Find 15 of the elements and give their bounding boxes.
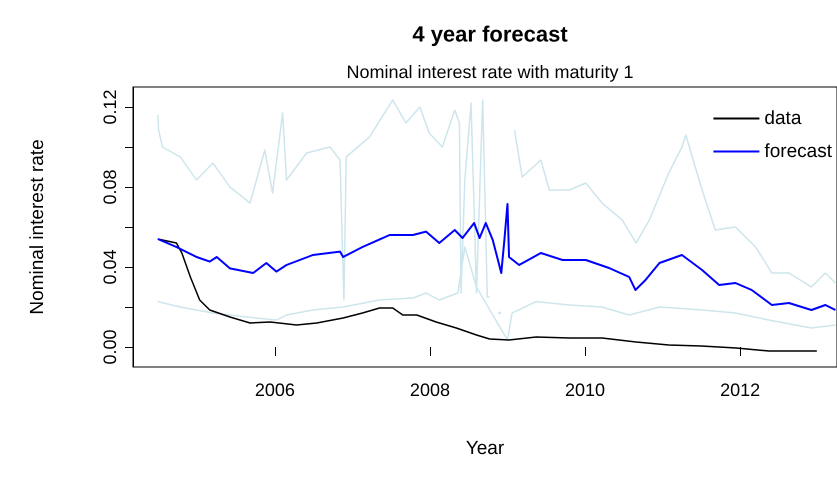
x-tick-label: 2006 — [254, 380, 295, 400]
x-tick-label: 2008 — [410, 380, 450, 400]
y-tick-label: 0.12 — [100, 89, 120, 125]
y-tick-label: 0.00 — [100, 329, 120, 365]
y-axis-title: Nominal interest rate — [27, 139, 48, 315]
x-tick-label: 2010 — [564, 380, 606, 400]
line-series — [156, 203, 836, 311]
y-tick-label: 0.08 — [100, 169, 120, 205]
x-tick-label: 2012 — [720, 380, 760, 400]
chart-subtitle: Nominal interest rate with maturity 1 — [346, 62, 634, 82]
legend-label: data — [764, 108, 802, 129]
y-tick-label: 0.04 — [100, 249, 120, 285]
chart-title: 4 year forecast — [412, 22, 568, 46]
legend-label: forecast — [764, 141, 833, 162]
x-axis-title: Year — [466, 438, 505, 459]
